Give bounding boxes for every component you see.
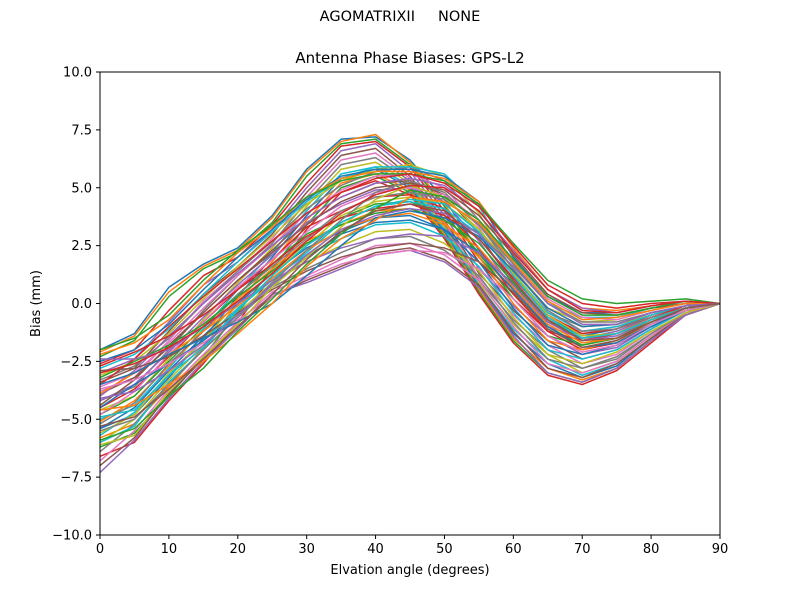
y-tick-label: 0.0 [71, 297, 92, 312]
y-tick-label: −2.5 [60, 355, 92, 370]
series-line-50 [99, 198, 721, 418]
series-line-32 [99, 170, 721, 356]
x-axis-label: Elvation angle (degrees) [330, 563, 489, 578]
y-tick-label: −7.5 [60, 471, 92, 486]
x-tick-label: 60 [505, 542, 522, 557]
y-tick-label: 5.0 [71, 181, 92, 196]
x-tick-label: 50 [436, 542, 453, 557]
x-tick-label: 0 [96, 542, 104, 557]
x-tick-label: 70 [574, 542, 591, 557]
series-line-13 [99, 175, 721, 448]
x-tick-label: 90 [712, 542, 729, 557]
series-line-48 [99, 180, 721, 432]
series-line-41 [99, 219, 721, 409]
plot-frame [99, 71, 721, 536]
series-line-53 [99, 189, 721, 441]
y-tick-label: −10.0 [52, 529, 92, 544]
series-layer [99, 133, 721, 474]
series-line-55 [99, 207, 721, 400]
series-line-47 [99, 249, 721, 390]
series-line-37 [99, 187, 720, 416]
series-line-54 [99, 184, 721, 374]
y-axis-label: Bias (mm) [29, 270, 44, 337]
series-line-56 [99, 203, 721, 427]
series-line-38 [99, 191, 721, 425]
series-line-46 [99, 242, 721, 372]
x-tick-label: 30 [298, 542, 315, 557]
x-tick-label: 10 [161, 542, 178, 557]
y-tick-label: 2.5 [71, 239, 92, 254]
x-tick-label: 20 [230, 542, 247, 557]
series-line-34 [99, 173, 721, 386]
x-tick-label: 80 [643, 542, 660, 557]
series-line-52 [99, 196, 720, 411]
x-tick-label: 40 [367, 542, 384, 557]
figure-suptitle: AGOMATRIXII NONE [319, 9, 481, 25]
y-tick-label: −5.0 [60, 413, 92, 428]
chart-title: Antenna Phase Biases: GPS-L2 [295, 49, 524, 67]
series-line-10 [99, 166, 721, 420]
y-tick-label: 7.5 [71, 123, 92, 138]
axes-layer: 0 10 20 30 40 50 60 70 80 90 −10.0 −7.5 −5.0 −2.5 0.0 2… [52, 66, 728, 558]
y-tick-label: 10.0 [63, 66, 92, 81]
